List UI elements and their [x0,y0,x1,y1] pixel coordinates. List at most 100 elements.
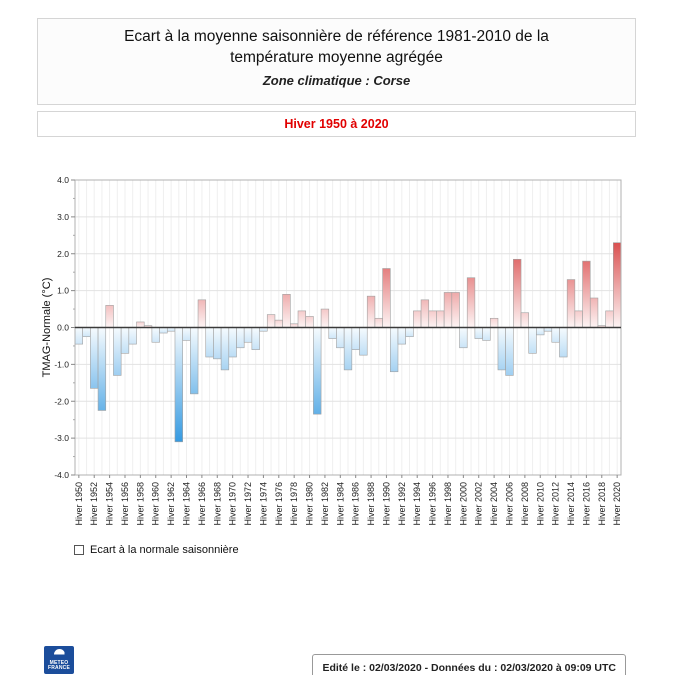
x-tick-label: Hiver 1976 [274,482,284,526]
x-tick-label: Hiver 1960 [151,482,161,526]
bar-1986 [351,327,360,350]
bar-2006 [505,327,514,376]
x-tick-label: Hiver 1998 [443,482,453,526]
legend-checkbox[interactable] [74,545,84,555]
x-tick-label: Hiver 1954 [105,482,115,526]
x-tick-label: Hiver 2004 [489,482,499,526]
x-tick-label: Hiver 1970 [228,482,238,526]
x-tick-label: Hiver 1974 [258,482,268,526]
bar-1990 [382,268,391,328]
x-tick-label: Hiver 1956 [120,482,130,526]
x-tick-label: Hiver 1952 [89,482,99,526]
x-tick-label: Hiver 2016 [581,482,591,526]
bar-1971 [236,327,245,349]
bar-1961 [159,327,168,334]
bar-2013 [559,327,568,358]
y-tick-label: 1.0 [57,286,69,296]
logo-text-line2: FRANCE [47,665,71,671]
meteo-france-logo: METEO FRANCE [44,646,74,674]
x-tick-label: Hiver 1968 [212,482,222,526]
bar-1954 [105,305,114,328]
bar-1985 [343,327,353,371]
bar-2019 [605,310,614,328]
y-tick-label: 2.0 [57,249,69,259]
x-tick-label: Hiver 2000 [458,482,468,526]
bar-1958 [136,321,145,328]
bar-2004 [489,317,499,328]
bar-1967 [205,327,214,358]
bar-1977 [282,294,291,328]
bar-1999 [451,292,460,328]
bar-1976 [274,319,283,328]
x-tick-label: Hiver 2014 [566,482,576,526]
x-tick-label: Hiver 1980 [305,482,315,526]
bar-1982 [320,308,330,328]
bar-2008 [520,312,530,328]
y-axis-label: TMAG-Normale (°C) [41,278,53,378]
title-box: Ecart à la moyenne saisonnière de référe… [37,18,636,105]
x-tick-label: Hiver 1966 [197,482,207,526]
bar-2014 [566,279,576,328]
bar-1964 [182,327,191,341]
y-tick-label: 4.0 [57,175,69,185]
legend-label: Ecart à la normale saisonnière [90,544,239,556]
bar-1991 [389,327,399,373]
x-tick-label: Hiver 1958 [135,482,145,526]
bar-1980 [305,316,314,328]
bar-1968 [213,327,222,360]
x-tick-label: Hiver 1996 [428,482,438,526]
bar-1960 [151,327,160,343]
bar-1994 [413,310,422,328]
x-tick-label: Hiver 1992 [397,482,407,526]
bar-1992 [397,327,406,345]
bar-1993 [405,327,414,338]
bar-2003 [482,327,491,341]
x-tick-label: Hiver 1962 [166,482,176,526]
bar-2012 [551,327,560,343]
x-tick-label: Hiver 2002 [474,482,484,526]
bar-1972 [243,327,253,343]
bar-2005 [497,327,506,371]
bar-1983 [328,327,337,339]
bar-1989 [374,317,383,328]
x-tick-label: Hiver 1972 [243,482,253,526]
bar-1973 [251,327,260,350]
bar-1969 [220,327,230,371]
bar-1956 [120,327,130,354]
y-tick-label: -3.0 [54,433,69,443]
bar-1996 [428,310,437,328]
bar-2002 [474,327,483,339]
bar-2016 [582,260,591,328]
y-tick-label: -1.0 [54,359,69,369]
x-tick-label: Hiver 1984 [335,482,345,526]
climate-zone-subtitle: Zone climatique : Corse [262,73,411,88]
bar-2017 [589,297,599,328]
bar-2000 [459,327,468,349]
x-tick-label: Hiver 1978 [289,482,299,526]
logo-text-line1: METEO [49,659,69,666]
x-tick-label: Hiver 2006 [504,482,514,526]
page-title-line2: température moyenne agrégée [230,49,443,66]
bar-2015 [574,310,583,328]
x-tick-label: Hiver 2008 [520,482,530,526]
x-tick-label: Hiver 1990 [381,482,391,526]
bar-1979 [297,310,307,328]
bar-1952 [90,327,99,389]
bar-1957 [128,327,137,345]
period-label: Hiver 1950 à 2020 [284,117,389,131]
x-tick-label: Hiver 1982 [320,482,330,526]
bar-1970 [228,327,237,358]
bar-1995 [420,299,430,328]
x-tick-label: Hiver 2020 [612,482,622,526]
bar-2009 [528,327,537,354]
chart-svg: 4.0 3.0 2.0 1.0 0.0 -1.0 -2.0 -3.0 -4.0 Hiver 195… [41,175,622,526]
footer-box: Edité le : 02/03/2020 - Données du : 02/… [312,654,626,675]
bar-2001 [466,277,476,328]
bar-1984 [336,327,345,349]
y-tick-label: -2.0 [54,396,69,406]
bar-1966 [197,299,207,328]
page-title: Ecart à la moyenne saisonnière de référe… [124,28,549,45]
y-tick-label: -4.0 [54,470,69,480]
edition-timestamp: Edité le : 02/03/2020 - Données du : 02/… [322,662,616,674]
